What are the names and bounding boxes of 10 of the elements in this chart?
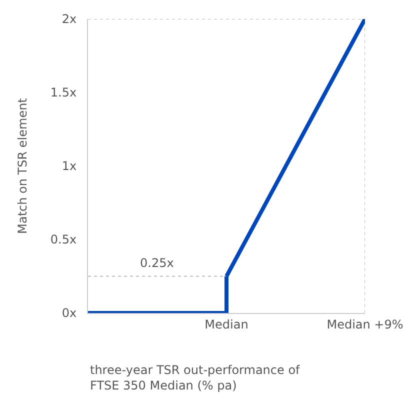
y-tick-label: 1x bbox=[62, 159, 77, 174]
x-axis-title: three-year TSR out-performance of FTSE 350 Median (% pa) bbox=[90, 363, 301, 393]
y-tick-label: 0.5x bbox=[50, 232, 77, 247]
x-tick-label: Median +9% bbox=[326, 317, 404, 332]
y-tick-label: 0x bbox=[62, 306, 77, 320]
y-tick-label: 1.5x bbox=[50, 86, 77, 100]
y-tick-label: 2x bbox=[62, 12, 77, 26]
x-tick-label: Median bbox=[204, 317, 248, 332]
annotation: 0.25x bbox=[140, 256, 174, 270]
y-axis-title: Match on TSR element bbox=[16, 98, 30, 234]
